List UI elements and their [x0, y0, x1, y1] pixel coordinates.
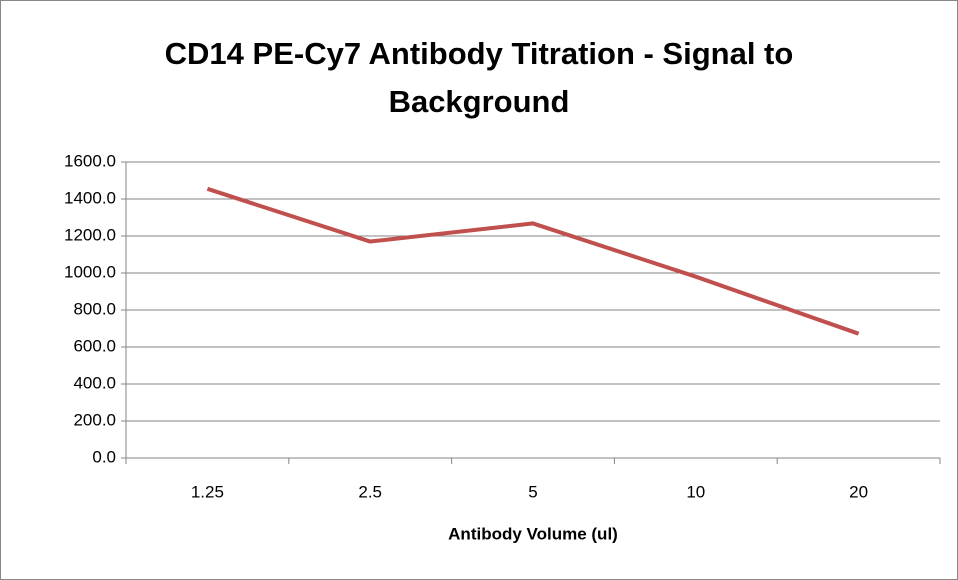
y-tick-label: 1600.0 — [64, 151, 116, 170]
y-tick-label: 600.0 — [73, 336, 116, 355]
y-tick-label: 1000.0 — [64, 262, 116, 281]
data-line — [206, 186, 860, 336]
y-tick-label: 1200.0 — [64, 225, 116, 244]
chart-title: CD14 PE-Cy7 Antibody Titration - Signal … — [164, 36, 794, 119]
x-tick-label: 5 — [528, 482, 537, 501]
y-tick-label: 800.0 — [73, 299, 116, 318]
x-tick-label: 2.5 — [358, 482, 382, 501]
y-tick-label: 1400.0 — [64, 188, 116, 207]
x-axis-label: Antibody Volume (ul) — [448, 524, 618, 543]
y-tick-label: 0.0 — [92, 447, 116, 466]
x-tick-label: 20 — [849, 482, 868, 501]
x-tick-label: 10 — [686, 482, 705, 501]
y-tick-label: 400.0 — [73, 373, 116, 392]
y-tick-label: 200.0 — [73, 410, 116, 429]
x-tick-label: 1.25 — [191, 482, 224, 501]
